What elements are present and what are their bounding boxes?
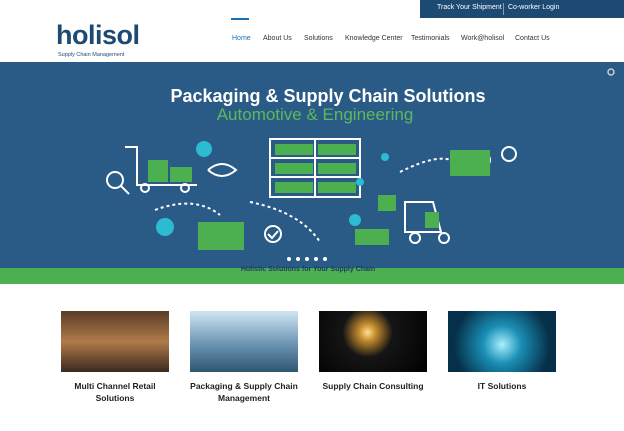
hero: [0, 62, 624, 268]
card-image[interactable]: [190, 311, 298, 372]
nav-item[interactable]: Work@holisol: [461, 35, 505, 42]
hero-illustration: [106, 68, 615, 261]
logo-tagline: Supply Chain Management: [58, 52, 125, 58]
logo[interactable]: holisol: [56, 20, 140, 50]
tagline-strip: [0, 268, 624, 284]
card-image[interactable]: [319, 311, 427, 372]
card-image[interactable]: [448, 311, 556, 372]
active-indicator: [231, 18, 249, 20]
card-image[interactable]: [61, 311, 169, 372]
card-title[interactable]: Packaging & Supply Chain Management: [190, 381, 298, 403]
top-link[interactable]: Co-worker Login: [508, 4, 560, 11]
hero-subtitle: Automotive & Engineering: [216, 105, 414, 124]
card-title[interactable]: Supply Chain Consulting: [322, 381, 424, 391]
separator: [503, 3, 504, 15]
nav-item[interactable]: Home: [232, 35, 251, 42]
nav-item[interactable]: About Us: [263, 35, 292, 42]
nav-item[interactable]: Testimonials: [411, 35, 450, 42]
top-bar: Track Your Shipment Co-worker Login: [420, 0, 624, 18]
hero-title: Packaging & Supply Chain Solutions: [170, 86, 486, 106]
nav-item[interactable]: Contact Us: [515, 35, 550, 42]
card-title[interactable]: Multi Channel Retail Solutions: [74, 381, 156, 403]
card-title[interactable]: IT Solutions: [477, 381, 527, 391]
top-link[interactable]: Track Your Shipment: [437, 4, 502, 11]
nav-item[interactable]: Knowledge Center: [345, 35, 403, 42]
nav-item[interactable]: Solutions: [304, 35, 333, 42]
tagline-text: Holistic Solutions for Your Supply Chain: [240, 266, 376, 273]
